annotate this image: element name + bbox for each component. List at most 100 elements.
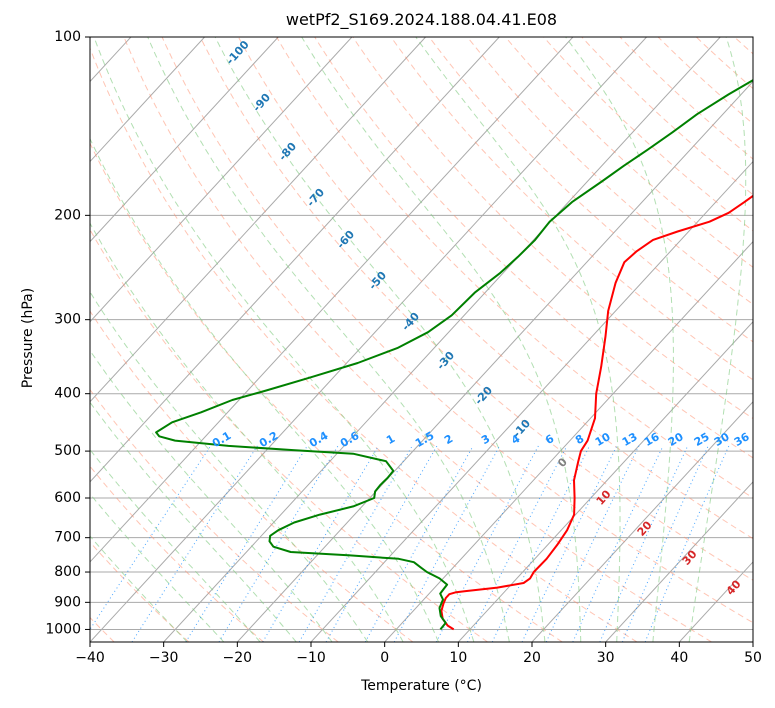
dry-adiabat — [505, 37, 753, 268]
data-lines — [155, 79, 753, 631]
dry-adiabat — [90, 388, 339, 642]
isotherm-label: -70 — [304, 186, 327, 210]
y-tick-label: 1000 — [45, 621, 81, 637]
moist-adiabat — [301, 37, 582, 642]
isotherm-label: 20 — [635, 518, 655, 538]
dry-adiabat — [237, 37, 753, 540]
moist-adiabat — [688, 37, 747, 642]
isotherm-label: 40 — [724, 577, 744, 597]
dry-adiabat — [314, 37, 753, 459]
mixing-ratio-line — [185, 445, 308, 642]
y-tick-label: 600 — [54, 490, 81, 506]
y-tick-label: 500 — [54, 443, 81, 459]
dry-adiabat — [123, 37, 712, 642]
isotherm-line — [457, 320, 753, 642]
dry-adiabat — [90, 46, 638, 642]
dry-adiabat — [619, 37, 753, 160]
background-lines — [0, 37, 753, 642]
moist-adiabat — [93, 37, 475, 642]
mixing-ratio-label: 0.2 — [257, 429, 280, 450]
moist-adiabat — [90, 222, 404, 642]
mixing-ratio-label: 0.6 — [338, 429, 362, 450]
x-tick-label: 50 — [744, 650, 762, 666]
dry-adiabat — [90, 142, 563, 642]
isotherm-line — [90, 37, 353, 323]
mixing-ratio-line — [325, 445, 438, 642]
dry-adiabat — [734, 37, 753, 55]
y-tick-label: 700 — [54, 530, 81, 546]
mixing-ratio-line — [491, 445, 590, 642]
x-tick-label: −10 — [296, 650, 326, 666]
y-tick-label: 900 — [54, 594, 81, 610]
dry-adiabat — [90, 541, 190, 642]
mixing-ratio-line — [364, 445, 474, 642]
x-tick-label: 30 — [597, 650, 615, 666]
axes: −40 −30 −20 −10 0 10 20 30 40 5010020030040050060… — [45, 29, 762, 666]
moist-adiabat — [90, 291, 369, 642]
isotherm-label: -60 — [334, 228, 357, 252]
y-tick-label: 800 — [54, 564, 81, 580]
x-tick-label: −40 — [75, 650, 105, 666]
y-tick-label: 300 — [54, 312, 81, 328]
isotherm-line — [0, 37, 57, 642]
x-tick-label: 0 — [380, 650, 389, 666]
x-tick-label: 10 — [449, 650, 467, 666]
isotherm-line — [605, 481, 753, 642]
dewpoint-line — [155, 79, 753, 631]
plot-frame — [89, 36, 754, 643]
dry-adiabat — [90, 616, 115, 642]
mixing-ratio-line — [435, 445, 539, 642]
isotherm-label: -30 — [434, 349, 457, 373]
mixing-ratio-label: 2 — [442, 432, 455, 447]
dry-adiabat — [90, 310, 414, 642]
mixing-ratio-line — [218, 445, 339, 642]
isotherm-line — [90, 37, 205, 163]
moist-adiabat — [90, 535, 188, 642]
x-tick-label: −30 — [149, 650, 179, 666]
mixing-ratio-line — [298, 445, 413, 642]
dry-adiabat — [90, 228, 488, 642]
mixing-ratio-label: 20 — [666, 430, 686, 449]
isotherm-line — [752, 641, 753, 642]
dry-adiabat — [352, 37, 753, 420]
dry-adiabat — [161, 37, 753, 624]
mixing-ratio-line — [599, 445, 689, 642]
mixing-ratio-line — [262, 445, 380, 642]
temperature-line — [440, 194, 753, 631]
moist-adiabat — [90, 493, 225, 642]
dry-adiabat — [543, 37, 753, 232]
isotherm-line — [90, 37, 500, 483]
isotherm-label: 10 — [594, 487, 614, 507]
mixing-ratio-label: 6 — [543, 432, 556, 447]
y-tick-label: 100 — [54, 29, 81, 45]
x-tick-label: 20 — [523, 650, 541, 666]
isotherm-line — [90, 37, 574, 563]
mixing-ratio-label: 1 — [384, 432, 397, 447]
mixing-ratio-label: 0.4 — [307, 429, 331, 450]
isotherm-label: -80 — [276, 140, 299, 164]
mixing-ratio-line — [644, 445, 730, 642]
isotherm-line — [236, 80, 753, 642]
mixing-ratio-line — [572, 445, 664, 642]
moist-adiabat — [565, 37, 674, 642]
moist-adiabat — [90, 137, 439, 642]
y-tick-label: 200 — [54, 207, 81, 223]
y-tick-label: 400 — [54, 386, 81, 402]
x-tick-label: −20 — [223, 650, 253, 666]
dry-adiabat — [695, 37, 753, 90]
isotherm-line — [90, 37, 132, 83]
mixing-ratio-label: 25 — [692, 430, 712, 449]
isotherm-line — [90, 37, 426, 403]
mixing-ratio-line — [521, 445, 618, 642]
dry-adiabat — [390, 37, 753, 381]
moist-adiabat — [90, 401, 297, 642]
dry-adiabat — [90, 465, 264, 642]
x-tick-label: 40 — [670, 650, 688, 666]
mixing-ratio-label: 16 — [642, 430, 662, 449]
dry-adiabat — [466, 37, 753, 305]
mixing-ratio-line — [90, 445, 212, 631]
x-axis-label: Temperature (°C) — [361, 678, 482, 694]
isotherm-label: 30 — [680, 547, 700, 567]
mixing-ratio-line — [131, 445, 258, 642]
